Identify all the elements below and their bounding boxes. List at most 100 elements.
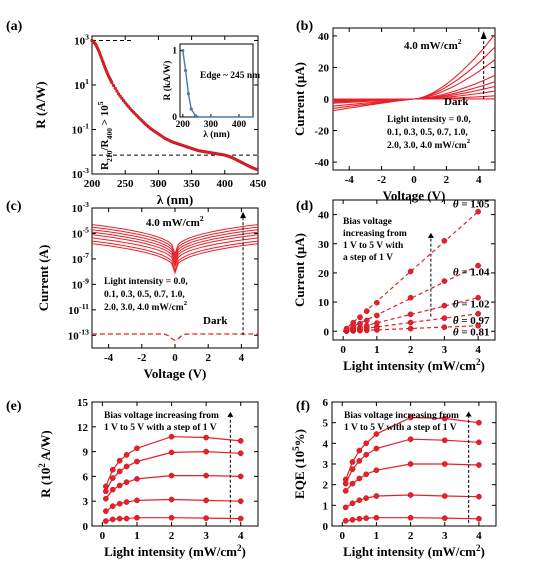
iv-curve-8 [332,33,496,112]
x-axis-label-part-2: ) [242,544,246,559]
y-tick-label: 0 [323,521,329,533]
data-point [363,471,370,478]
data-point [476,462,482,468]
top-intensity-label-part-0: 4.0 mW/cm [146,217,200,229]
y-tick-label: 10-5 [72,225,90,240]
panel-label: (f) [296,399,310,414]
annotation-line: 1 V to 5 V with a step of 1 V [344,423,457,433]
series-line-4 [105,436,241,487]
data-point [237,498,244,505]
x-tick-label: 300 [150,178,167,190]
x-tick-label: 1 [134,530,140,542]
y-tick-label: 10-3 [72,166,90,181]
annotation-line: Bias voltage [343,217,392,227]
y-axis-label: R (A/W) [33,81,48,128]
data-point [475,208,481,215]
legend-line: 0.1, 0.3, 0.5, 0.7, 1.0, [387,128,468,138]
data-point [134,458,140,465]
data-point [357,314,363,321]
data-point [120,96,124,100]
top-intensity-label-part-1: 2 [200,214,204,223]
y-tick-label-part-1: -5 [83,225,90,234]
data-point [102,483,109,490]
data-point [407,319,414,326]
y-tick-label-part-1: -3 [83,200,90,209]
arrow-head [480,31,487,40]
inset-point [184,68,188,73]
data-point [407,514,414,521]
x-tick-label: 1 [374,344,380,356]
arrow-head [227,411,234,417]
top-intensity-label: 4.0 mW/cm2 [146,214,204,229]
y-tick-label: 2 [323,480,329,492]
y-tick-label: 0 [83,521,89,533]
data-point [118,94,122,98]
y-tick-label: 10 [318,297,330,309]
annotation-line: Bias voltage increasing from [104,411,219,421]
data-point [407,311,414,318]
plot-frame [91,401,259,527]
data-point [123,515,130,522]
dark-label: Dark [444,96,469,108]
x-tick-label: -4 [345,174,355,186]
data-point [349,500,356,507]
y-tick-label: 9 [83,447,89,459]
data-point [342,517,349,524]
data-point [203,515,209,521]
x-axis-label: λ (nm) [157,192,193,207]
data-point [134,497,140,504]
data-point [349,516,356,523]
y-tick-label-part-1: -1 [83,121,90,130]
data-point [102,495,109,502]
y-tick-label-part-0: 10 [72,254,84,266]
ratio-label: R210/R400 > 105 [96,101,114,170]
inset-point [186,92,191,96]
data-point [203,497,209,504]
y-tick-label: 10-13 [68,327,89,342]
x-tick-label: 200 [84,178,101,190]
panel-f: (f) 0 1 2 3 4 0 1 2 3 4 5 6 Bias voltage increasing f… [291,397,497,559]
data-point [475,310,481,317]
y-tick-label: 101 [74,77,89,92]
data-point [441,302,448,309]
data-point [168,496,175,503]
y-tick-label: 10-11 [68,302,89,317]
data-point [111,83,116,88]
y-tick-label: 6 [323,397,329,409]
annotation-line: 1 V to 5 V with a step of 1 V [104,423,217,433]
x-tick-label: 350 [183,178,200,190]
y-axis-label: Current (μA) [292,233,307,307]
legend-line-part-1: 2 [184,300,188,307]
data-point [374,312,380,319]
theta-value: 1.04 [470,267,490,279]
data-point [110,81,114,85]
y-tick-label: 10-1 [72,121,90,136]
data-point [356,447,363,454]
data-point [441,278,448,284]
y-tick-label: 0 [324,326,330,338]
data-point [407,268,414,275]
y-tick-label-part-1: -11 [79,302,89,311]
data-point [121,98,126,103]
y-tick-label: -20 [314,126,329,138]
x-tick-label: 2 [205,352,211,364]
x-tick-label: 450 [250,178,267,190]
y-tick-label: 1 [323,500,329,512]
y-tick-label: 3 [323,459,329,471]
panel-label: (e) [6,399,22,414]
top-intensity-label-part-0: 4.0 mW/cm [404,40,458,52]
data-point [373,493,380,499]
data-point [168,433,175,440]
theta-value: 1.05 [470,199,490,211]
data-point [134,445,140,452]
data-point [476,419,482,426]
ratio-label-part-2: /R [99,138,111,151]
y-tick-label-part-0: 10 [68,330,80,342]
data-point [116,515,123,522]
x-tick-label: 4 [239,352,245,364]
arrow-head [240,211,247,219]
panel-label: (b) [296,19,313,34]
data-point [441,237,448,244]
x-axis-label: Light intensity (mW/cm2) [104,543,246,559]
y-tick-label: 40 [318,210,330,222]
